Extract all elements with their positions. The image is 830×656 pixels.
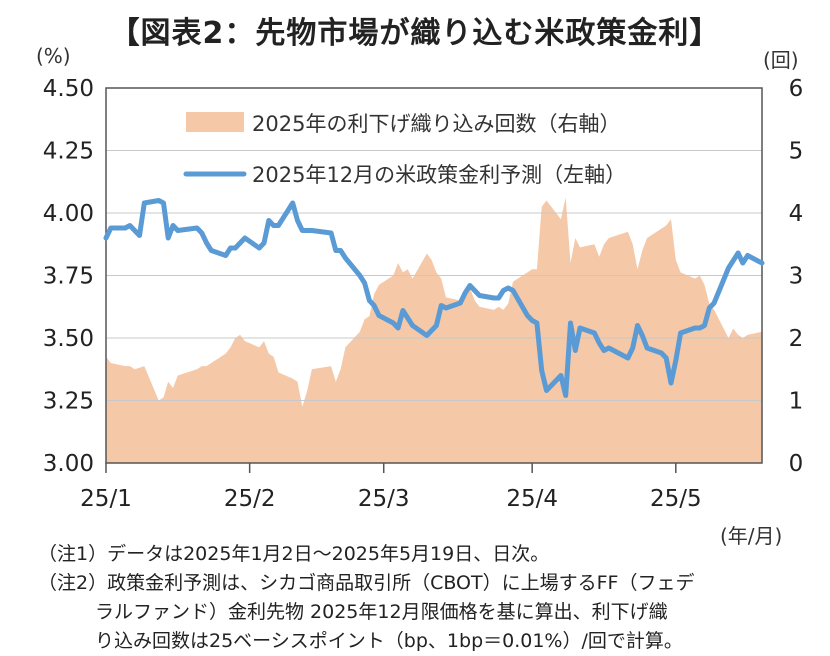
right-tick-label: 3 [789,264,804,290]
x-axis-unit: (年/月) [720,524,783,548]
x-tick-label: 25/2 [224,486,276,512]
left-tick-label: 3.50 [43,326,94,352]
right-axis-unit: (回) [763,48,799,72]
line-series-policy-rate [103,198,765,398]
note-line-2: （注2）政策金利予測は、シカゴ商品取引所（CBOT）に上場するFF（フェデ [38,572,695,594]
notes: （注1）データは2025年1月2日～2025年5月19日、日次。 （注2）政策金… [38,540,694,656]
plot-frame [105,87,763,464]
right-tick-label: 4 [789,201,804,227]
right-tick-label: 0 [789,451,804,477]
right-tick-label: 2 [789,326,804,352]
note-line-3: ラルファンド）金利先物 2025年12月限価格を基に算出、利下げ織 [38,601,668,623]
right-tick-label: 5 [789,139,804,165]
chart-plot: 3.00 3.25 3.50 3.75 4.00 4.25 4.50 0 1 2 3 4 5 6 25/1 2… [43,76,804,512]
legend-label-area: 2025年の利下げ織り込み回数（右軸） [252,112,620,136]
left-tick-label: 3.25 [43,389,94,415]
chart-title: 【図表2：先物市場が織り込む米政策金利】 [109,16,721,51]
legend-label-line: 2025年12月の米政策金利予測（左軸） [252,163,626,187]
note-line-1: （注1）データは2025年1月2日～2025年5月19日、日次。 [38,543,550,565]
left-tick-label: 3.00 [43,451,94,477]
left-tick-label: 3.75 [43,264,94,290]
right-tick-label: 6 [789,76,804,102]
left-axis-unit: (%) [36,44,71,68]
right-tick-label: 1 [789,389,804,415]
x-tick-label: 25/1 [80,486,132,512]
left-tick-label: 4.00 [43,201,94,227]
x-tick-label: 25/3 [358,486,410,512]
left-tick-label: 4.50 [43,76,94,102]
x-tick-label: 25/5 [650,486,702,512]
left-tick-label: 4.25 [43,139,94,165]
legend-swatch-area [186,112,244,132]
x-tick-label: 25/4 [506,486,558,512]
note-line-4: り込み回数は25ベーシスポイント（bp、1bp＝0.01%）/回で計算。 [38,630,683,652]
